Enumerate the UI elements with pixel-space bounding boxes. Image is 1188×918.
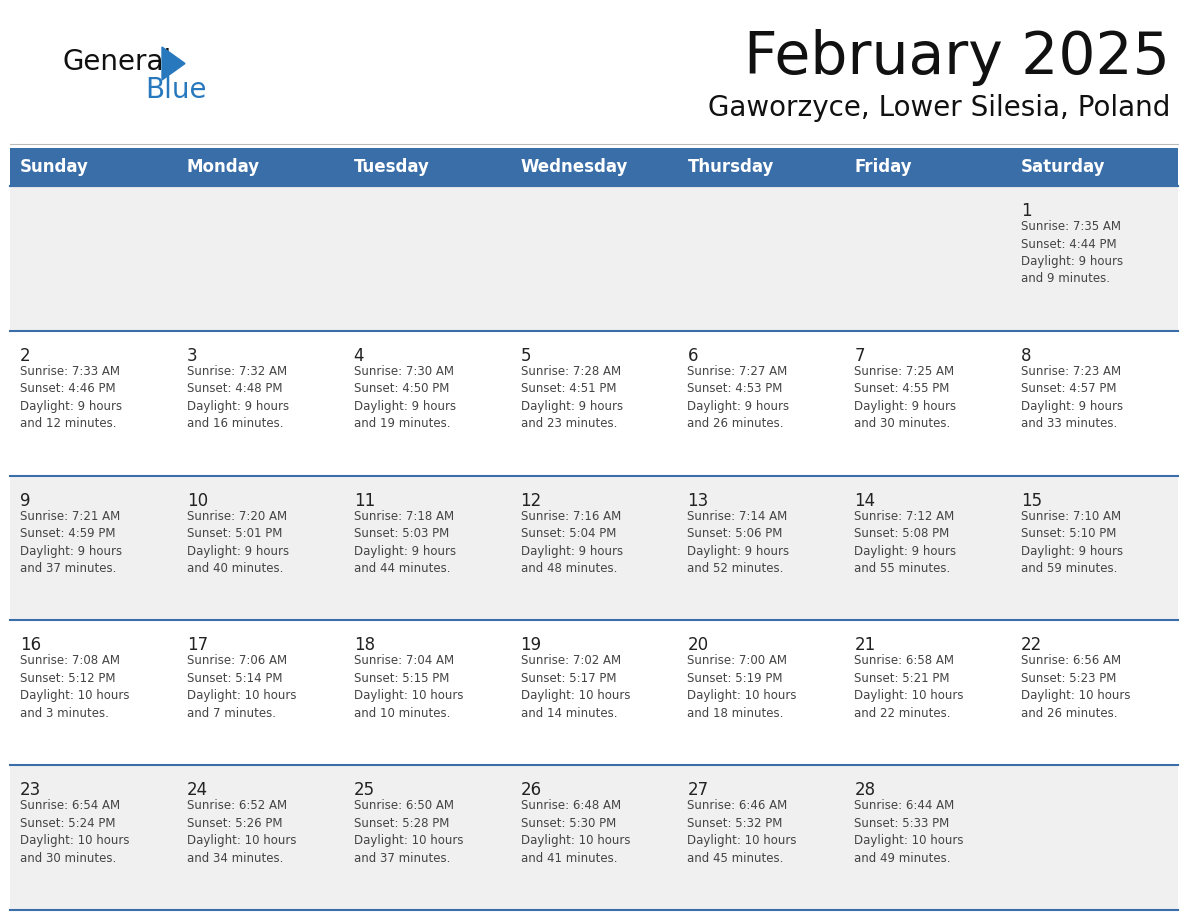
Text: 25: 25: [354, 781, 375, 800]
Text: Sunday: Sunday: [20, 158, 89, 176]
Text: Sunrise: 7:32 AM
Sunset: 4:48 PM
Daylight: 9 hours
and 16 minutes.: Sunrise: 7:32 AM Sunset: 4:48 PM Dayligh…: [187, 364, 289, 431]
Text: 12: 12: [520, 492, 542, 509]
Text: Sunrise: 7:04 AM
Sunset: 5:15 PM
Daylight: 10 hours
and 10 minutes.: Sunrise: 7:04 AM Sunset: 5:15 PM Dayligh…: [354, 655, 463, 720]
Text: 5: 5: [520, 347, 531, 364]
Text: Sunrise: 6:46 AM
Sunset: 5:32 PM
Daylight: 10 hours
and 45 minutes.: Sunrise: 6:46 AM Sunset: 5:32 PM Dayligh…: [688, 800, 797, 865]
Text: 20: 20: [688, 636, 708, 655]
Text: 1: 1: [1022, 202, 1031, 220]
Text: Sunrise: 7:06 AM
Sunset: 5:14 PM
Daylight: 10 hours
and 7 minutes.: Sunrise: 7:06 AM Sunset: 5:14 PM Dayligh…: [187, 655, 296, 720]
Text: Sunrise: 7:21 AM
Sunset: 4:59 PM
Daylight: 9 hours
and 37 minutes.: Sunrise: 7:21 AM Sunset: 4:59 PM Dayligh…: [20, 509, 122, 575]
Text: 16: 16: [20, 636, 42, 655]
Text: Saturday: Saturday: [1022, 158, 1106, 176]
Text: 24: 24: [187, 781, 208, 800]
Text: 15: 15: [1022, 492, 1042, 509]
Text: Sunrise: 7:20 AM
Sunset: 5:01 PM
Daylight: 9 hours
and 40 minutes.: Sunrise: 7:20 AM Sunset: 5:01 PM Dayligh…: [187, 509, 289, 575]
Text: 4: 4: [354, 347, 365, 364]
Text: 18: 18: [354, 636, 375, 655]
Text: Sunrise: 7:30 AM
Sunset: 4:50 PM
Daylight: 9 hours
and 19 minutes.: Sunrise: 7:30 AM Sunset: 4:50 PM Dayligh…: [354, 364, 456, 431]
Text: 3: 3: [187, 347, 197, 364]
Text: Sunrise: 7:33 AM
Sunset: 4:46 PM
Daylight: 9 hours
and 12 minutes.: Sunrise: 7:33 AM Sunset: 4:46 PM Dayligh…: [20, 364, 122, 431]
Bar: [10, 621, 1178, 766]
Text: Sunrise: 7:00 AM
Sunset: 5:19 PM
Daylight: 10 hours
and 18 minutes.: Sunrise: 7:00 AM Sunset: 5:19 PM Dayligh…: [688, 655, 797, 720]
Text: Sunrise: 7:08 AM
Sunset: 5:12 PM
Daylight: 10 hours
and 3 minutes.: Sunrise: 7:08 AM Sunset: 5:12 PM Dayligh…: [20, 655, 129, 720]
Text: 13: 13: [688, 492, 709, 509]
Text: 27: 27: [688, 781, 708, 800]
Text: 6: 6: [688, 347, 697, 364]
Text: 14: 14: [854, 492, 876, 509]
Text: Sunrise: 6:52 AM
Sunset: 5:26 PM
Daylight: 10 hours
and 34 minutes.: Sunrise: 6:52 AM Sunset: 5:26 PM Dayligh…: [187, 800, 296, 865]
Text: Wednesday: Wednesday: [520, 158, 628, 176]
Polygon shape: [162, 47, 185, 80]
Text: Sunrise: 7:18 AM
Sunset: 5:03 PM
Daylight: 9 hours
and 44 minutes.: Sunrise: 7:18 AM Sunset: 5:03 PM Dayligh…: [354, 509, 456, 575]
Text: Sunrise: 7:10 AM
Sunset: 5:10 PM
Daylight: 9 hours
and 59 minutes.: Sunrise: 7:10 AM Sunset: 5:10 PM Dayligh…: [1022, 509, 1124, 575]
Text: 9: 9: [20, 492, 31, 509]
Text: 26: 26: [520, 781, 542, 800]
Text: Tuesday: Tuesday: [354, 158, 430, 176]
Text: Sunrise: 6:50 AM
Sunset: 5:28 PM
Daylight: 10 hours
and 37 minutes.: Sunrise: 6:50 AM Sunset: 5:28 PM Dayligh…: [354, 800, 463, 865]
Text: 7: 7: [854, 347, 865, 364]
Text: Sunrise: 7:25 AM
Sunset: 4:55 PM
Daylight: 9 hours
and 30 minutes.: Sunrise: 7:25 AM Sunset: 4:55 PM Dayligh…: [854, 364, 956, 431]
Text: Sunrise: 6:44 AM
Sunset: 5:33 PM
Daylight: 10 hours
and 49 minutes.: Sunrise: 6:44 AM Sunset: 5:33 PM Dayligh…: [854, 800, 963, 865]
Bar: [10, 766, 1178, 910]
Text: 21: 21: [854, 636, 876, 655]
Text: Sunrise: 7:02 AM
Sunset: 5:17 PM
Daylight: 10 hours
and 14 minutes.: Sunrise: 7:02 AM Sunset: 5:17 PM Dayligh…: [520, 655, 630, 720]
Text: Sunrise: 7:35 AM
Sunset: 4:44 PM
Daylight: 9 hours
and 9 minutes.: Sunrise: 7:35 AM Sunset: 4:44 PM Dayligh…: [1022, 220, 1124, 285]
Text: Monday: Monday: [187, 158, 260, 176]
Text: Sunrise: 6:48 AM
Sunset: 5:30 PM
Daylight: 10 hours
and 41 minutes.: Sunrise: 6:48 AM Sunset: 5:30 PM Dayligh…: [520, 800, 630, 865]
Text: Friday: Friday: [854, 158, 912, 176]
Text: Thursday: Thursday: [688, 158, 773, 176]
Text: 10: 10: [187, 492, 208, 509]
Text: Sunrise: 7:27 AM
Sunset: 4:53 PM
Daylight: 9 hours
and 26 minutes.: Sunrise: 7:27 AM Sunset: 4:53 PM Dayligh…: [688, 364, 790, 431]
Text: Sunrise: 7:16 AM
Sunset: 5:04 PM
Daylight: 9 hours
and 48 minutes.: Sunrise: 7:16 AM Sunset: 5:04 PM Dayligh…: [520, 509, 623, 575]
Bar: [10, 330, 1178, 476]
Text: February 2025: February 2025: [744, 29, 1170, 86]
Text: 28: 28: [854, 781, 876, 800]
Text: 17: 17: [187, 636, 208, 655]
Text: 8: 8: [1022, 347, 1031, 364]
Bar: [10, 148, 1178, 186]
Text: Gaworzyce, Lower Silesia, Poland: Gaworzyce, Lower Silesia, Poland: [708, 94, 1170, 122]
Text: 22: 22: [1022, 636, 1042, 655]
Text: 11: 11: [354, 492, 375, 509]
Text: Sunrise: 7:28 AM
Sunset: 4:51 PM
Daylight: 9 hours
and 23 minutes.: Sunrise: 7:28 AM Sunset: 4:51 PM Dayligh…: [520, 364, 623, 431]
Text: 2: 2: [20, 347, 31, 364]
Bar: [10, 476, 1178, 621]
Text: Blue: Blue: [145, 76, 207, 104]
Text: 19: 19: [520, 636, 542, 655]
Text: Sunrise: 7:14 AM
Sunset: 5:06 PM
Daylight: 9 hours
and 52 minutes.: Sunrise: 7:14 AM Sunset: 5:06 PM Dayligh…: [688, 509, 790, 575]
Text: Sunrise: 6:54 AM
Sunset: 5:24 PM
Daylight: 10 hours
and 30 minutes.: Sunrise: 6:54 AM Sunset: 5:24 PM Dayligh…: [20, 800, 129, 865]
Text: Sunrise: 6:56 AM
Sunset: 5:23 PM
Daylight: 10 hours
and 26 minutes.: Sunrise: 6:56 AM Sunset: 5:23 PM Dayligh…: [1022, 655, 1131, 720]
Text: Sunrise: 6:58 AM
Sunset: 5:21 PM
Daylight: 10 hours
and 22 minutes.: Sunrise: 6:58 AM Sunset: 5:21 PM Dayligh…: [854, 655, 963, 720]
Text: Sunrise: 7:23 AM
Sunset: 4:57 PM
Daylight: 9 hours
and 33 minutes.: Sunrise: 7:23 AM Sunset: 4:57 PM Dayligh…: [1022, 364, 1124, 431]
Bar: [10, 186, 1178, 330]
Text: 23: 23: [20, 781, 42, 800]
Text: Sunrise: 7:12 AM
Sunset: 5:08 PM
Daylight: 9 hours
and 55 minutes.: Sunrise: 7:12 AM Sunset: 5:08 PM Dayligh…: [854, 509, 956, 575]
Text: General: General: [62, 48, 171, 76]
